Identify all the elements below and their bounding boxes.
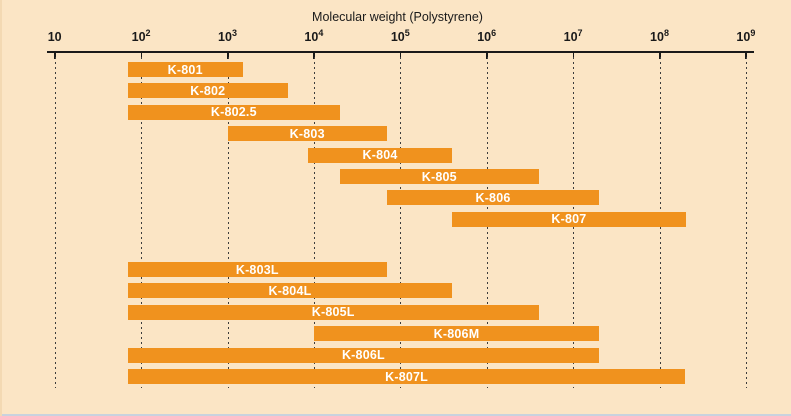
x-tick-mark (399, 53, 402, 59)
bar-label: K-803L (235, 262, 279, 277)
x-tick-mark (54, 53, 56, 59)
x-tick-label: 102 (131, 27, 151, 44)
bar-label: K-802 (190, 83, 226, 98)
bar-k-803l: K-803L (127, 262, 387, 277)
x-tick-mark (140, 53, 143, 59)
x-tick-mark (486, 53, 488, 59)
bar-k-806: K-806 (386, 190, 600, 206)
x-tick-label: 104 (304, 27, 324, 44)
gridline (141, 57, 143, 388)
bar-k-803: K-803 (227, 126, 387, 142)
x-tick-label: 109 (736, 27, 756, 44)
gridline (745, 57, 747, 388)
bar-k-802: K-802 (127, 83, 288, 99)
x-tick-label: 103 (218, 27, 237, 44)
bar-label: K-807L (385, 369, 429, 384)
gridline (400, 57, 402, 388)
x-tick-mark (745, 53, 747, 59)
x-axis-line (47, 51, 754, 53)
bar-label: K-807 (551, 212, 587, 227)
bar-k-805l: K-805L (127, 304, 539, 320)
x-tick-mark (227, 53, 229, 59)
bar-k-802-5: K-802.5 (127, 104, 340, 120)
bar-label: K-802.5 (210, 105, 257, 120)
x-tick-label: 108 (650, 27, 669, 44)
bar-k-804: K-804 (307, 147, 453, 163)
bar-label: K-806M (433, 326, 480, 341)
gridline (54, 57, 56, 388)
bar-k-807: K-807 (452, 211, 686, 227)
axis-title: Molecular weight (Polystyrene) (312, 10, 483, 24)
bar-label: K-801 (167, 62, 203, 77)
x-tick-label: 105 (390, 27, 410, 44)
bar-label: K-806L (341, 348, 385, 363)
gridline (227, 57, 229, 388)
x-tick-label: 106 (477, 27, 497, 44)
bar-label: K-804L (268, 283, 312, 298)
bar-k-805: K-805 (339, 169, 539, 184)
x-tick-label: 107 (563, 27, 583, 44)
bar-k-801: K-801 (127, 62, 243, 77)
bar-label: K-806 (475, 190, 511, 205)
bar-k-804l: K-804L (127, 283, 453, 299)
bar-label: K-804 (362, 148, 398, 163)
x-tick-mark (659, 53, 661, 59)
x-tick-mark (572, 53, 575, 59)
bar-label: K-805 (421, 169, 457, 184)
bar-label: K-805L (311, 305, 355, 320)
bottom-rule (2, 414, 791, 416)
bar-k-806m: K-806M (313, 326, 600, 342)
x-tick-mark (313, 53, 315, 59)
x-tick-label: 10 (47, 30, 62, 44)
bar-label: K-803 (289, 126, 325, 141)
bar-k-806l: K-806L (127, 347, 600, 363)
bar-k-807l: K-807L (127, 369, 686, 384)
gridline (313, 57, 315, 388)
